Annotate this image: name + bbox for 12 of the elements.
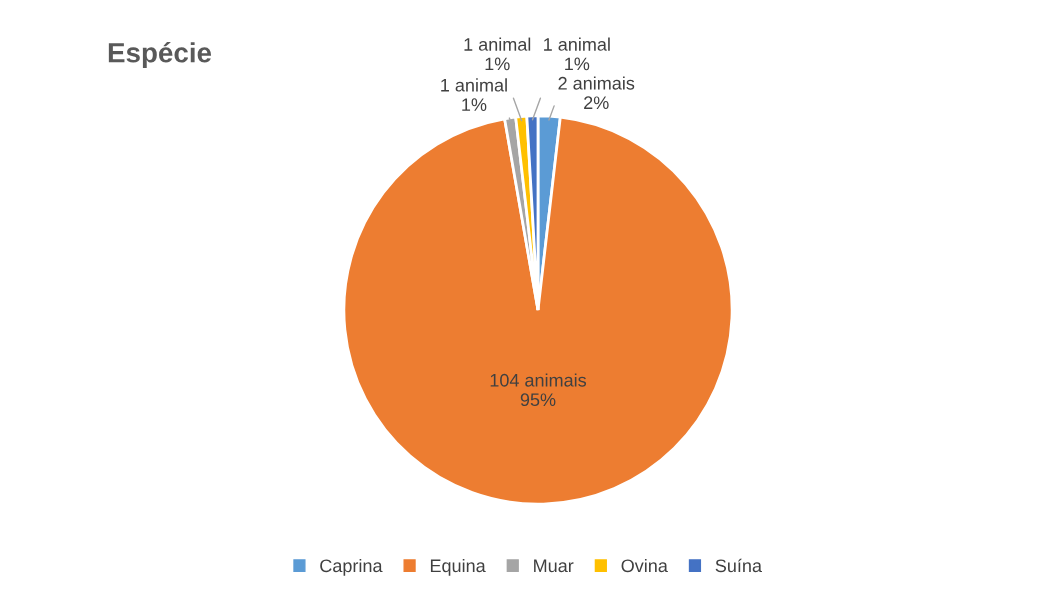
legend-label: Ovina: [621, 558, 668, 573]
legend-label: Muar: [534, 559, 574, 573]
data-label: 1 animal 1%: [441, 78, 507, 111]
data-label: 1 animal 1%: [544, 37, 610, 71]
legend-label: Equina: [430, 558, 486, 576]
chart-title: Espécie: [108, 41, 212, 69]
data-label: 1 animal 1%: [464, 37, 531, 71]
data-label: 104 animais 95%: [490, 373, 587, 407]
legend-label: Suína: [715, 558, 762, 573]
data-label: 2 animais 2%: [558, 76, 635, 110]
legend-label: Caprina: [320, 558, 383, 576]
pie-slice: [342, 115, 734, 506]
